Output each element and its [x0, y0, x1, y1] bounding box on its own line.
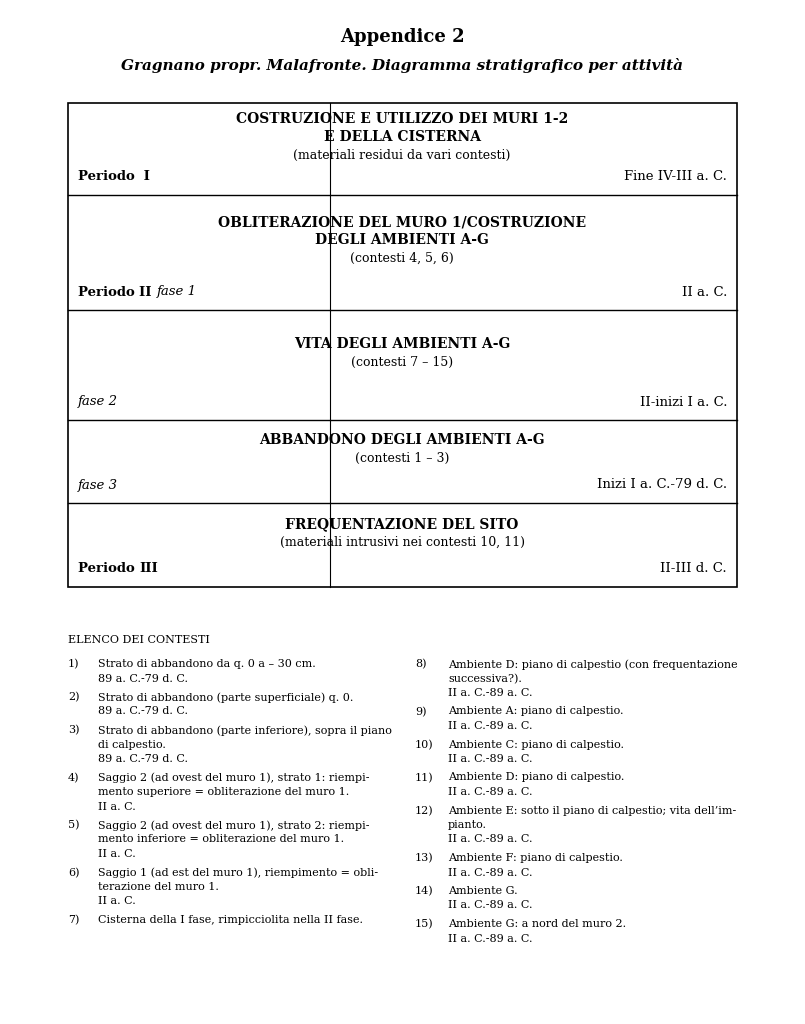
- Text: 9): 9): [415, 707, 427, 717]
- Text: di calpestio.: di calpestio.: [98, 739, 166, 750]
- Text: III: III: [139, 562, 158, 575]
- Text: Strato di abbandono (parte superficiale) q. 0.: Strato di abbandono (parte superficiale)…: [98, 692, 353, 702]
- Bar: [68, 103, 737, 587]
- Text: E DELLA CISTERNA: E DELLA CISTERNA: [324, 130, 481, 144]
- Text: pianto.: pianto.: [448, 820, 487, 830]
- Text: II: II: [139, 286, 156, 299]
- Text: FREQUENTAZIONE DEL SITO: FREQUENTAZIONE DEL SITO: [285, 517, 518, 531]
- Text: Saggio 2 (ad ovest del muro 1), strato 1: riempi-: Saggio 2 (ad ovest del muro 1), strato 1…: [98, 772, 369, 783]
- Text: Ambiente D: piano di calpestio.: Ambiente D: piano di calpestio.: [448, 772, 625, 782]
- Text: II a. C.-89 a. C.: II a. C.-89 a. C.: [448, 867, 532, 878]
- Text: 15): 15): [415, 919, 434, 930]
- Text: II-inizi I a. C.: II-inizi I a. C.: [639, 395, 727, 409]
- Text: ABBANDONO DEGLI AMBIENTI A-G: ABBANDONO DEGLI AMBIENTI A-G: [259, 433, 545, 447]
- Text: (materiali intrusivi nei contesti 10, 11): (materiali intrusivi nei contesti 10, 11…: [279, 536, 525, 549]
- Text: fase 1: fase 1: [156, 286, 196, 299]
- Text: Periodo: Periodo: [78, 286, 139, 299]
- Text: 12): 12): [415, 806, 434, 816]
- Text: successiva?).: successiva?).: [448, 674, 522, 684]
- Text: Strato di abbandono da q. 0 a – 30 cm.: Strato di abbandono da q. 0 a – 30 cm.: [98, 659, 316, 669]
- Text: II a. C.-89 a. C.: II a. C.-89 a. C.: [448, 900, 532, 910]
- Text: II a. C.-89 a. C.: II a. C.-89 a. C.: [448, 754, 532, 764]
- Text: 10): 10): [415, 739, 434, 750]
- Text: II a. C.: II a. C.: [98, 896, 136, 906]
- Text: Fine IV-III a. C.: Fine IV-III a. C.: [624, 171, 727, 183]
- Text: Ambiente F: piano di calpestio.: Ambiente F: piano di calpestio.: [448, 853, 623, 863]
- Text: terazione del muro 1.: terazione del muro 1.: [98, 882, 219, 892]
- Text: Strato di abbandono (parte inferiore), sopra il piano: Strato di abbandono (parte inferiore), s…: [98, 725, 392, 735]
- Text: fase 3: fase 3: [78, 478, 118, 492]
- Text: 6): 6): [68, 867, 80, 878]
- Text: 3): 3): [68, 725, 80, 735]
- Text: 1): 1): [68, 659, 80, 670]
- Text: 4): 4): [68, 772, 80, 782]
- Text: Inizi I a. C.-79 d. C.: Inizi I a. C.-79 d. C.: [597, 478, 727, 492]
- Text: II a. C.-89 a. C.: II a. C.-89 a. C.: [448, 835, 532, 845]
- Text: Ambiente E: sotto il piano di calpestio; vita dell’im-: Ambiente E: sotto il piano di calpestio;…: [448, 806, 737, 815]
- Text: Ambiente G: a nord del muro 2.: Ambiente G: a nord del muro 2.: [448, 919, 626, 929]
- Text: mento inferiore = obliterazione del muro 1.: mento inferiore = obliterazione del muro…: [98, 835, 344, 845]
- Text: Gragnano propr. Malafronte. Diagramma stratigrafico per attività: Gragnano propr. Malafronte. Diagramma st…: [121, 58, 683, 73]
- Text: II a. C.-89 a. C.: II a. C.-89 a. C.: [448, 688, 532, 698]
- Text: ELENCO DEI CONTESTI: ELENCO DEI CONTESTI: [68, 635, 210, 645]
- Text: Ambiente G.: Ambiente G.: [448, 886, 518, 896]
- Text: II-III d. C.: II-III d. C.: [660, 562, 727, 575]
- Text: Saggio 1 (ad est del muro 1), riempimento = obli-: Saggio 1 (ad est del muro 1), riempiment…: [98, 867, 378, 878]
- Text: mento superiore = obliterazione del muro 1.: mento superiore = obliterazione del muro…: [98, 787, 349, 797]
- Text: II a. C.-89 a. C.: II a. C.-89 a. C.: [448, 721, 532, 731]
- Text: (contesti 1 – 3): (contesti 1 – 3): [355, 452, 449, 465]
- Text: 8): 8): [415, 659, 427, 670]
- Text: 11): 11): [415, 772, 434, 782]
- Text: (materiali residui da vari contesti): (materiali residui da vari contesti): [293, 148, 510, 162]
- Text: (contesti 7 – 15): (contesti 7 – 15): [351, 355, 453, 369]
- Text: (contesti 4, 5, 6): (contesti 4, 5, 6): [350, 252, 454, 265]
- Text: 5): 5): [68, 820, 80, 830]
- Text: I: I: [139, 171, 151, 183]
- Text: Ambiente D: piano di calpestio (con frequentazione: Ambiente D: piano di calpestio (con freq…: [448, 659, 737, 670]
- Text: II a. C.: II a. C.: [682, 286, 727, 299]
- Text: Ambiente C: piano di calpestio.: Ambiente C: piano di calpestio.: [448, 739, 624, 750]
- Text: COSTRUZIONE E UTILIZZO DEI MURI 1-2: COSTRUZIONE E UTILIZZO DEI MURI 1-2: [236, 112, 568, 126]
- Text: VITA DEGLI AMBIENTI A-G: VITA DEGLI AMBIENTI A-G: [294, 337, 510, 351]
- Text: OBLITERAZIONE DEL MURO 1/COSTRUZIONE: OBLITERAZIONE DEL MURO 1/COSTRUZIONE: [218, 215, 586, 229]
- Text: 7): 7): [68, 915, 80, 926]
- Text: II a. C.: II a. C.: [98, 802, 136, 811]
- Text: fase 2: fase 2: [78, 395, 118, 409]
- Text: 2): 2): [68, 692, 80, 702]
- Text: Cisterna della I fase, rimpicciolita nella II fase.: Cisterna della I fase, rimpicciolita nel…: [98, 915, 363, 925]
- Text: II a. C.: II a. C.: [98, 849, 136, 859]
- Text: 89 a. C.-79 d. C.: 89 a. C.-79 d. C.: [98, 674, 188, 683]
- Text: Saggio 2 (ad ovest del muro 1), strato 2: riempi-: Saggio 2 (ad ovest del muro 1), strato 2…: [98, 820, 369, 830]
- Text: II a. C.-89 a. C.: II a. C.-89 a. C.: [448, 787, 532, 797]
- Text: Periodo: Periodo: [78, 171, 139, 183]
- Text: Ambiente A: piano di calpestio.: Ambiente A: piano di calpestio.: [448, 707, 624, 717]
- Text: 13): 13): [415, 853, 434, 863]
- Text: II a. C.-89 a. C.: II a. C.-89 a. C.: [448, 934, 532, 943]
- Text: Periodo: Periodo: [78, 562, 139, 575]
- Text: 89 a. C.-79 d. C.: 89 a. C.-79 d. C.: [98, 707, 188, 717]
- Text: Appendice 2: Appendice 2: [340, 28, 464, 46]
- Text: DEGLI AMBIENTI A-G: DEGLI AMBIENTI A-G: [315, 233, 489, 248]
- Text: 14): 14): [415, 886, 434, 896]
- Text: 89 a. C.-79 d. C.: 89 a. C.-79 d. C.: [98, 754, 188, 764]
